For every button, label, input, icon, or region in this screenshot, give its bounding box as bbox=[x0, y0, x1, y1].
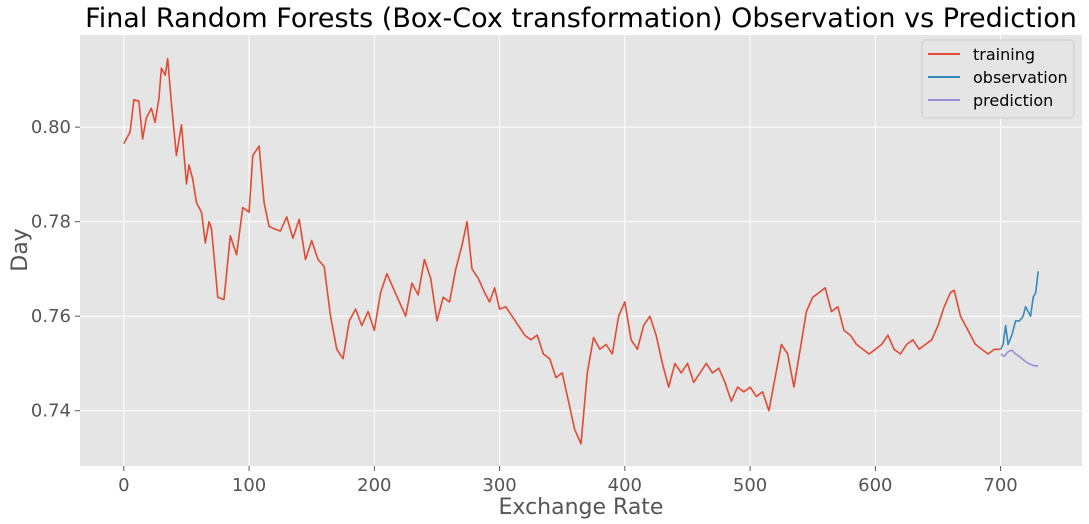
series-line-prediction bbox=[1000, 349, 1039, 367]
y-tick-label: 0.78 bbox=[31, 212, 71, 233]
y-tick-label: 0.74 bbox=[31, 401, 71, 422]
series-layer bbox=[123, 57, 1039, 445]
x-tick-label: 0 bbox=[118, 475, 129, 496]
legend-box bbox=[921, 39, 1075, 119]
legend: training observation prediction bbox=[921, 39, 1075, 119]
x-tick-label: 700 bbox=[983, 475, 1017, 496]
x-tick-label: 300 bbox=[482, 475, 516, 496]
plot-background bbox=[80, 35, 1082, 466]
legend-label-training: training bbox=[973, 45, 1035, 64]
series-line-observation bbox=[999, 271, 1039, 350]
y-tick-label: 0.80 bbox=[31, 117, 71, 138]
legend-label-prediction: prediction bbox=[973, 91, 1053, 110]
y-axis-label: Day bbox=[8, 228, 33, 271]
y-tick-label: 0.76 bbox=[31, 306, 71, 327]
legend-label-observation: observation bbox=[973, 68, 1068, 87]
chart-title: Final Random Forests (Box-Cox transforma… bbox=[85, 3, 1077, 34]
x-tick-label: 400 bbox=[608, 475, 642, 496]
x-tick-label: 600 bbox=[858, 475, 892, 496]
series-line-training bbox=[123, 57, 1001, 445]
x-tick-label: 500 bbox=[733, 475, 767, 496]
x-axis-ticks: 0 100 200 300 400 500 600 700 bbox=[118, 466, 1018, 496]
x-axis-label: Exchange Rate bbox=[499, 495, 664, 520]
x-tick-label: 200 bbox=[357, 475, 391, 496]
x-tick-label: 100 bbox=[232, 475, 266, 496]
y-axis-ticks: 0.74 0.76 0.78 0.80 bbox=[31, 117, 80, 422]
